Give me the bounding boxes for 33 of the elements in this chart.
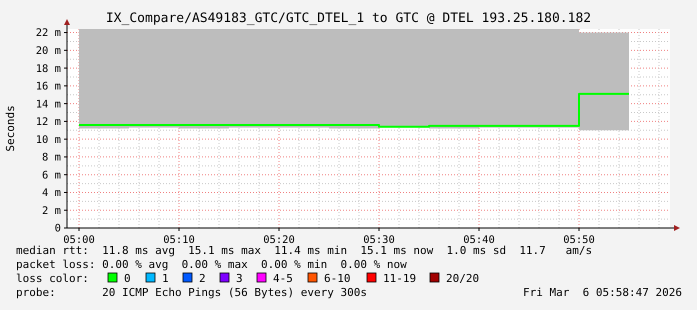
y-tick-label: 22 m	[36, 27, 61, 40]
text: 6-10	[324, 272, 350, 285]
text: Fri Mar 6 05:58:47 2026	[523, 286, 682, 299]
y-axis-title: Seconds	[4, 105, 17, 152]
text: 20/20	[446, 272, 480, 285]
text: loss color:	[16, 272, 89, 285]
y-tick-label: 12 m	[36, 116, 61, 128]
y-tick-label: 18 m	[36, 62, 61, 75]
y-tick-label: 0	[54, 222, 61, 235]
text: 11-19	[383, 272, 416, 285]
x-tick-label: 05:10	[163, 234, 195, 246]
y-tick-label: 2 m	[42, 204, 61, 217]
text: 2	[199, 272, 206, 285]
text: probe: 20 ICMP Echo Pings (56 Bytes) every 300s	[16, 286, 367, 299]
text: 3	[236, 272, 243, 285]
x-tick-label: 05:40	[463, 234, 495, 246]
chart-title: IX_Compare/AS49183_GTC/GTC_DTEL_1 to GTC @ DTEL 193.25.180.182	[106, 11, 592, 26]
y-tick-label: 10 m	[36, 134, 61, 146]
text: 1	[162, 272, 169, 285]
text: 4-5	[273, 272, 293, 285]
y-tick-label: 16 m	[36, 80, 61, 93]
y-tick-label: 8 m	[42, 152, 61, 164]
x-tick-label: 05:30	[363, 234, 395, 246]
text: 0	[124, 272, 131, 285]
y-tick-label: 6 m	[42, 169, 61, 182]
x-tick-label: 05:20	[263, 234, 295, 246]
y-tick-label: 14 m	[36, 98, 61, 110]
x-tick-label: 05:50	[563, 234, 595, 246]
x-tick-label: 05:00	[63, 234, 95, 246]
y-tick-label: 4 m	[42, 187, 61, 200]
y-tick-label: 20 m	[36, 44, 61, 57]
text: median rtt: 11.8 ms avg 15.1 ms max 11.4 ms min 15.1 ms now 1.0 ms sd 11.7 am/s	[16, 244, 592, 257]
text: packet loss: 0.00 % avg 0.00 % max 0.00 % min 0.00 % now	[16, 258, 408, 271]
